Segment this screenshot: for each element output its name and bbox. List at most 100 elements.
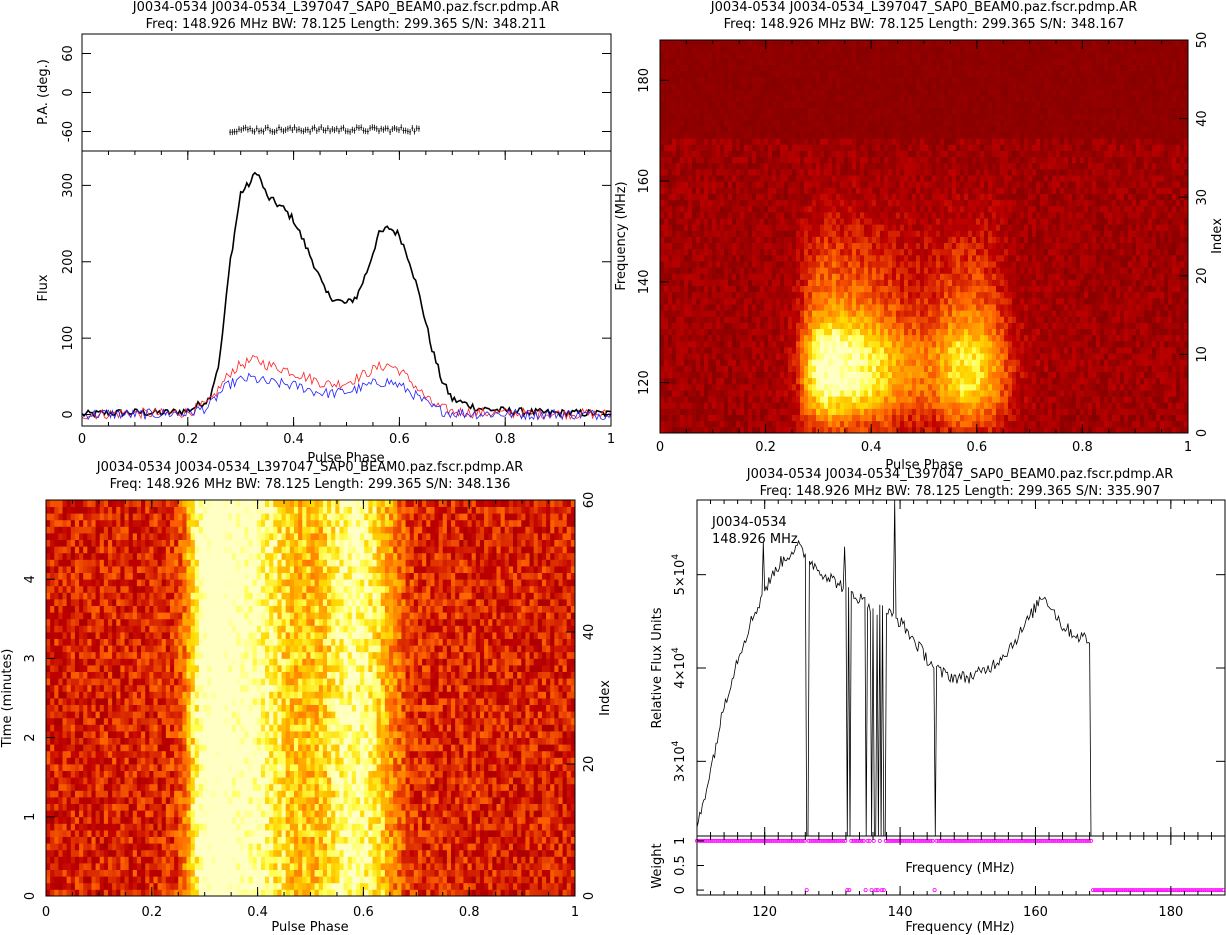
freq-phase-cell — [1020, 310, 1025, 317]
freq-phase-cell — [960, 359, 965, 366]
freq-phase-cell — [1140, 273, 1145, 280]
freq-phase-cell — [1168, 248, 1173, 256]
freq-phase-cell — [1000, 254, 1005, 262]
freq-phase-cell — [660, 267, 665, 274]
freq-phase-cell — [1124, 310, 1129, 317]
freq-phase-cell — [756, 408, 761, 415]
freq-phase-cell — [948, 285, 953, 293]
freq-phase-cell — [928, 242, 933, 250]
freq-phase-cell — [1008, 304, 1013, 311]
freq-phase-cell — [668, 365, 673, 372]
freq-phase-cell — [856, 285, 861, 293]
freq-phase-cell — [884, 218, 889, 225]
freq-phase-cell — [1076, 340, 1081, 348]
freq-phase-cell — [988, 371, 993, 379]
freq-phase-cell — [1024, 383, 1029, 391]
freq-phase-cell — [680, 365, 685, 372]
freq-phase-cell — [884, 396, 889, 403]
freq-phase-cell — [1044, 414, 1049, 422]
freq-phase-cell — [1064, 261, 1069, 268]
freq-phase-cell — [1060, 402, 1065, 409]
freq-phase-cell — [764, 359, 769, 366]
freq-phase-cell — [812, 267, 817, 274]
freq-phase-cell — [1104, 402, 1109, 409]
freq-phase-cell — [1160, 402, 1165, 409]
freq-phase-cell — [1096, 310, 1101, 317]
freq-phase-cell — [1120, 224, 1125, 231]
freq-phase-cell — [1128, 371, 1133, 379]
freq-phase-cell — [1152, 402, 1157, 409]
freq-phase-cell — [720, 224, 725, 231]
freq-phase-cell — [812, 248, 817, 256]
freq-phase-cell — [920, 273, 925, 280]
freq-phase-cell — [972, 291, 977, 299]
freq-phase-cell — [800, 371, 805, 379]
freq-phase-cell — [744, 359, 749, 366]
freq-phase-cell — [1160, 310, 1165, 317]
freq-phase-cell — [864, 334, 869, 342]
freq-phase-cell — [944, 426, 949, 434]
freq-phase-cell — [1144, 390, 1149, 397]
freq-phase-cell — [988, 273, 993, 280]
freq-phase-cell — [1172, 254, 1177, 262]
freq-phase-cell — [716, 322, 721, 330]
freq-phase-cell — [1156, 390, 1161, 397]
freq-phase-cell — [716, 347, 721, 354]
profile-panel: J0034-0534 J0034-0534_L397047_SAP0_BEAM0… — [36, 0, 615, 466]
freq-phase-cell — [1156, 334, 1161, 342]
freq-phase-cell — [868, 322, 873, 330]
freq-phase-cell — [1060, 248, 1065, 256]
freq-phase-cell — [1132, 248, 1137, 256]
freq-phase-cell — [704, 328, 709, 336]
freq-phase-cell — [1076, 248, 1081, 256]
freq-phase-cell — [1096, 420, 1101, 428]
freq-phase-cell — [1096, 242, 1101, 250]
freq-phase-cell — [760, 242, 765, 250]
freq-phase-cell — [1032, 261, 1037, 268]
freq-phase-cell — [668, 279, 673, 287]
freq-phase-cell — [956, 383, 961, 391]
freq-phase-cell — [900, 218, 905, 225]
freq-phase-cell — [1028, 304, 1033, 311]
freq-phase-cell — [776, 402, 781, 409]
freq-phase-cell — [1112, 236, 1117, 244]
freq-phase-cell — [1040, 334, 1045, 342]
freq-phase-cell — [988, 267, 993, 274]
freq-phase-cell — [1032, 414, 1037, 422]
freq-phase-cell — [744, 261, 749, 268]
freq-phase-cell — [1048, 390, 1053, 397]
freq-phase-cell — [1028, 359, 1033, 366]
freq-phase-cell — [1040, 414, 1045, 422]
freq-phase-cell — [676, 365, 681, 372]
freq-phase-cell — [792, 316, 797, 323]
freq-phase-cell — [692, 328, 697, 336]
freq-phase-cell — [1172, 279, 1177, 287]
freq-phase-cell — [660, 402, 665, 409]
freq-phase-cell — [756, 359, 761, 366]
freq-phase-cell — [1060, 328, 1065, 336]
freq-phase-cell — [960, 328, 965, 336]
freq-phase-cell — [844, 279, 849, 287]
freq-phase-cell — [716, 236, 721, 244]
freq-phase-cell — [728, 224, 733, 231]
freq-phase-cell — [1060, 279, 1065, 287]
freq-phase-cell — [992, 261, 997, 268]
freq-phase-cell — [832, 420, 837, 428]
freq-phase-cell — [736, 218, 741, 225]
freq-phase-cell — [756, 267, 761, 274]
freq-phase-cell — [664, 218, 669, 225]
freq-phase-cell — [1072, 310, 1077, 317]
freq-phase-cell — [1048, 371, 1053, 379]
freq-phase-cell — [1148, 414, 1153, 422]
freq-phase-cell — [944, 291, 949, 299]
freq-phase-cell — [1136, 279, 1141, 287]
freq-phase-cell — [768, 390, 773, 397]
freq-phase-cell — [724, 322, 729, 330]
freq-phase-cell — [844, 334, 849, 342]
freq-phase-cell — [680, 230, 685, 237]
freq-phase-cell — [1108, 267, 1113, 274]
freq-phase-cell — [992, 347, 997, 354]
freq-phase-cell — [844, 285, 849, 293]
freq-phase-cell — [724, 426, 729, 434]
freq-phase-cell — [1132, 236, 1137, 244]
